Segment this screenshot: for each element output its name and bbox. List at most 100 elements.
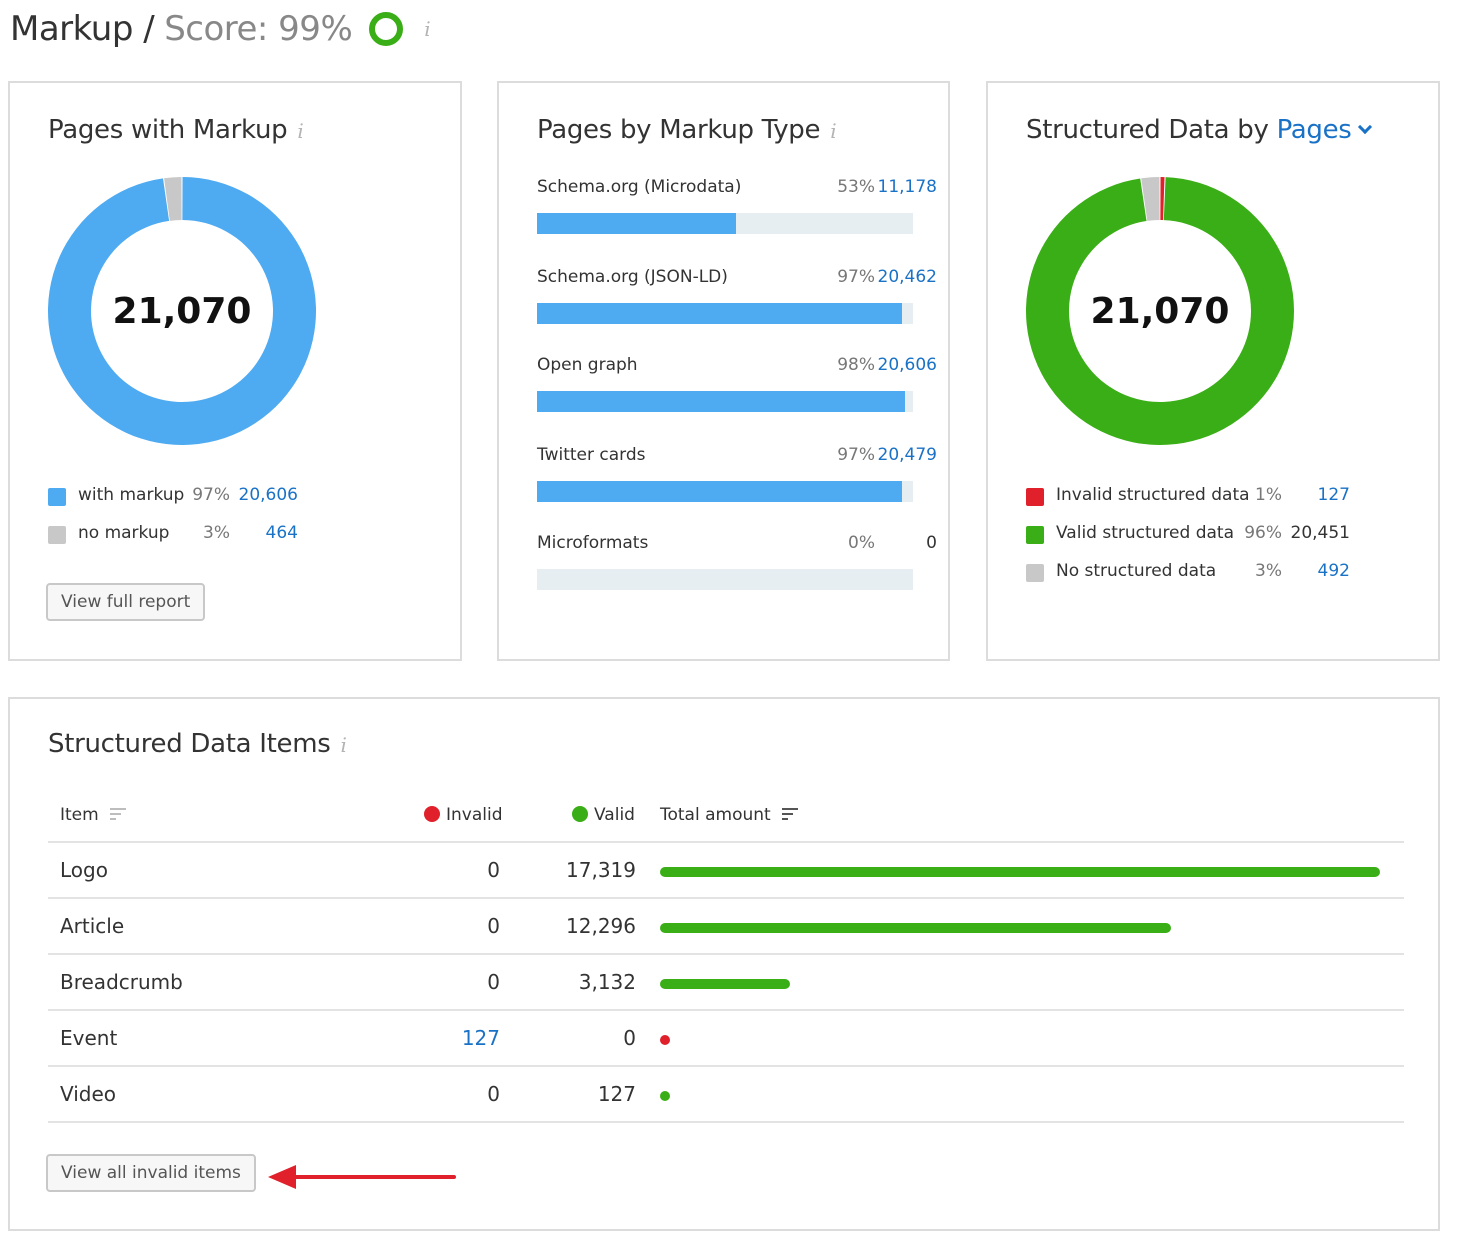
legend-pct: 96% <box>1244 523 1282 543</box>
markup-type-pct: 53% <box>837 177 875 197</box>
info-icon[interactable]: i <box>830 119 837 143</box>
legend-pct: 1% <box>1255 485 1282 505</box>
structured-data-items-card: Structured Data Items i Item Invalid Vali… <box>8 697 1440 1231</box>
invalid-count: 0 <box>487 858 500 882</box>
table-row: Video 0 127 <box>48 1067 1404 1123</box>
column-total[interactable]: Total amount <box>660 805 799 825</box>
column-total-label[interactable]: Total amount <box>660 805 771 825</box>
markup-type-count-link[interactable]: 20,606 <box>877 355 937 375</box>
invalid-count: 0 <box>487 970 500 994</box>
legend-count-link[interactable]: 492 <box>1317 561 1350 581</box>
legend-count-link[interactable]: 464 <box>265 523 298 543</box>
legend-pct: 97% <box>192 485 230 505</box>
pages-by-markup-type-card: Pages by Markup Type i Schema.org (Microd… <box>497 81 950 661</box>
red-swatch-icon <box>1026 488 1044 506</box>
item-name: Article <box>60 914 125 938</box>
markup-type-row-microdata: Schema.org (Microdata) 53% 11,178 <box>537 177 937 237</box>
pages-dropdown[interactable]: Pages <box>1276 115 1372 145</box>
structured-data-title: Structured Data by <box>1026 115 1269 145</box>
markup-type-count-link[interactable]: 20,479 <box>877 445 937 465</box>
table-row: Article 0 12,296 <box>48 899 1404 955</box>
sort-icon[interactable] <box>110 807 127 823</box>
valid-count: 17,319 <box>566 858 636 882</box>
column-item[interactable]: Item <box>60 805 127 825</box>
markup-type-pct: 0% <box>848 533 875 553</box>
green-swatch-icon <box>1026 526 1044 544</box>
markup-type-count: 0 <box>926 533 937 553</box>
markup-type-row-twitter-cards: Twitter cards 97% 20,479 <box>537 445 937 505</box>
view-all-invalid-items-button[interactable]: View all invalid items <box>46 1154 256 1192</box>
info-icon[interactable]: i <box>340 733 347 757</box>
chevron-down-icon[interactable] <box>1357 119 1372 135</box>
donut-slice[interactable] <box>164 177 182 221</box>
progress-track <box>537 481 913 502</box>
legend-count-link[interactable]: 20,606 <box>238 485 298 505</box>
item-name: Event <box>60 1026 118 1050</box>
valid-count: 12,296 <box>566 914 636 938</box>
donut-slice[interactable] <box>1160 177 1165 221</box>
progress-track <box>537 213 913 234</box>
green-dot-icon <box>572 806 588 822</box>
total-bar <box>660 979 791 989</box>
column-valid-label: Valid <box>594 805 635 825</box>
valid-count: 3,132 <box>578 970 636 994</box>
progress-fill <box>537 481 902 502</box>
card-title: Pages by Markup Type i <box>537 115 837 145</box>
blue-swatch-icon <box>48 488 66 506</box>
red-arrow-icon <box>268 1165 456 1189</box>
valid-count: 0 <box>623 1026 636 1050</box>
red-dot-icon <box>660 1035 670 1045</box>
structured-data-card: Structured Data by Pages 21,070 Invalid s… <box>986 81 1440 661</box>
invalid-count: 0 <box>487 914 500 938</box>
donut-slice[interactable] <box>48 177 316 445</box>
sort-icon[interactable] <box>782 807 799 823</box>
item-name: Breadcrumb <box>60 970 183 994</box>
items-title: Structured Data Items <box>48 729 331 759</box>
markup-type-count-link[interactable]: 20,462 <box>877 267 937 287</box>
item-name: Logo <box>60 858 108 882</box>
progress-track <box>537 303 913 324</box>
markup-type-count-link[interactable]: 11,178 <box>877 177 937 197</box>
markup-type-label: Schema.org (JSON-LD) <box>537 267 728 287</box>
donut-slice[interactable] <box>1026 177 1294 445</box>
progress-fill <box>537 391 906 412</box>
markup-type-row-json-ld: Schema.org (JSON-LD) 97% 20,462 <box>537 267 937 327</box>
progress-fill <box>537 303 902 324</box>
score-ring-icon <box>369 12 404 46</box>
legend-label: with markup <box>78 485 185 505</box>
progress-fill <box>537 213 737 234</box>
total-bar <box>660 867 1380 877</box>
legend-count-link[interactable]: 127 <box>1317 485 1350 505</box>
card-title: Structured Data by Pages <box>1026 115 1372 145</box>
table-row: Event 127 0 <box>48 1011 1404 1067</box>
pages-dropdown-label[interactable]: Pages <box>1276 115 1352 145</box>
table-row: Breadcrumb 0 3,132 <box>48 955 1404 1011</box>
legend-label: no markup <box>78 523 170 543</box>
page-title: Markup / <box>10 9 155 49</box>
legend-label: Valid structured data <box>1056 523 1235 543</box>
card-title: Structured Data Items i <box>48 729 347 759</box>
column-invalid-label: Invalid <box>446 805 503 825</box>
markup-type-label: Open graph <box>537 355 638 375</box>
card-title: Pages with Markup i <box>48 115 304 145</box>
pages-with-markup-card: Pages with Markup i 21,070 with markup 97… <box>8 81 462 661</box>
table-row: Logo 0 17,319 <box>48 843 1404 899</box>
markup-type-label: Schema.org (Microdata) <box>537 177 742 197</box>
column-valid: Valid <box>572 805 635 825</box>
progress-track <box>537 391 913 412</box>
column-invalid: Invalid <box>424 805 503 825</box>
page-header: Markup / Score: 99% i <box>10 6 431 52</box>
column-item-label[interactable]: Item <box>60 805 99 825</box>
pages-with-markup-title: Pages with Markup <box>48 115 288 145</box>
table-header: Item Invalid Valid Total amount <box>48 795 1404 843</box>
markup-type-row-open-graph: Open graph 98% 20,606 <box>537 355 937 415</box>
info-icon[interactable]: i <box>297 119 304 143</box>
donut-slice[interactable] <box>1141 177 1160 221</box>
markup-type-pct: 97% <box>837 267 875 287</box>
view-full-report-button[interactable]: View full report <box>46 583 206 621</box>
markup-type-pct: 97% <box>837 445 875 465</box>
markup-type-label: Microformats <box>537 533 649 553</box>
info-icon[interactable]: i <box>424 17 431 41</box>
legend-pct: 3% <box>203 523 230 543</box>
invalid-count-link[interactable]: 127 <box>461 1026 500 1050</box>
